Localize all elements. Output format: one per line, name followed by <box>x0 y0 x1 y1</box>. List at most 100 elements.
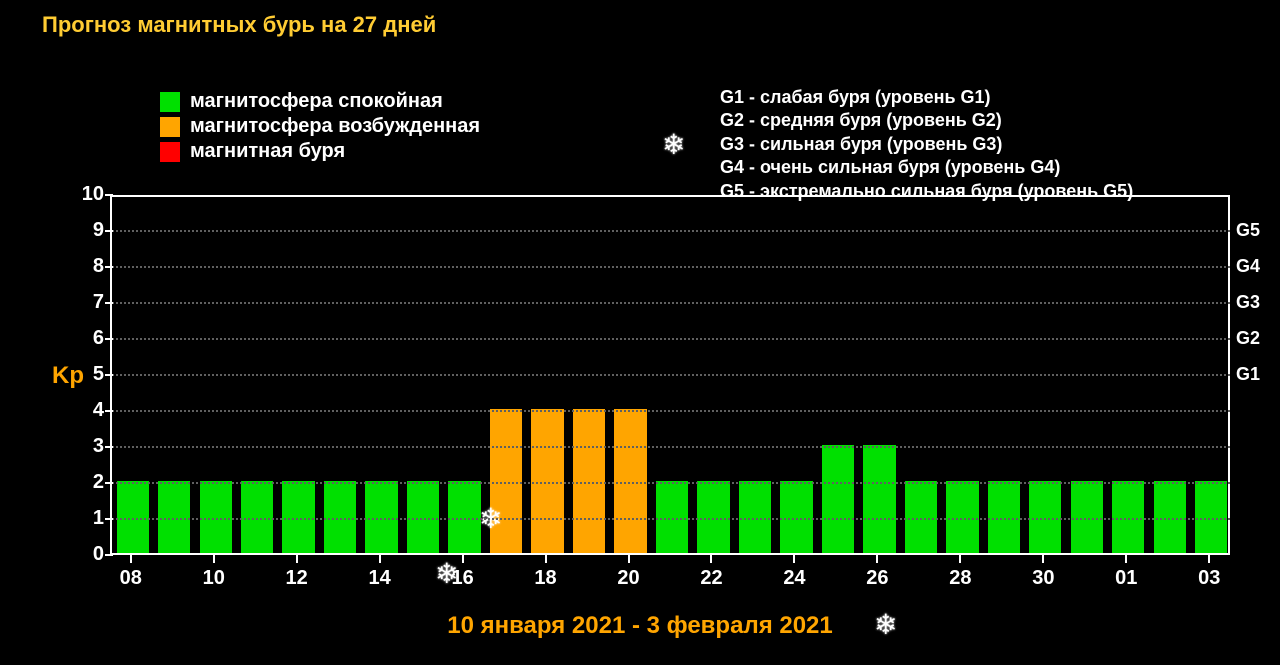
bar <box>324 481 356 553</box>
y-tick <box>105 266 113 268</box>
bar <box>614 409 646 553</box>
g-level-label: G5 <box>1236 220 1260 241</box>
g-level-label: G3 <box>1236 292 1260 313</box>
x-tick <box>379 555 381 563</box>
gridline <box>112 410 1230 412</box>
x-tick <box>296 555 298 563</box>
x-tick <box>710 555 712 563</box>
legend-item: магнитосфера возбужденная <box>160 115 480 138</box>
bar <box>1195 481 1227 553</box>
bar <box>905 481 937 553</box>
x-tick-label: 18 <box>526 567 566 590</box>
x-tick-label: 01 <box>1106 567 1146 590</box>
x-tick <box>959 555 961 563</box>
y-tick-label: 10 <box>64 183 104 206</box>
legend-right-line: G1 - слабая буря (уровень G1) <box>720 86 1133 109</box>
gridline <box>112 518 1230 520</box>
gridline <box>112 302 1230 304</box>
y-tick-label: 0 <box>64 543 104 566</box>
bar <box>1071 481 1103 553</box>
x-tick <box>130 555 132 563</box>
legend-item: магнитная буря <box>160 140 480 163</box>
x-tick <box>213 555 215 563</box>
y-tick-label: 4 <box>64 399 104 422</box>
g-level-label: G1 <box>1236 364 1260 385</box>
legend-right-line: G3 - сильная буря (уровень G3) <box>720 133 1133 156</box>
y-tick <box>105 410 113 412</box>
x-tick-label: 22 <box>691 567 731 590</box>
bar <box>780 481 812 553</box>
root: Прогноз магнитных бурь на 27 дней магнит… <box>0 0 1280 665</box>
x-tick <box>1042 555 1044 563</box>
gridline <box>112 266 1230 268</box>
y-tick-label: 3 <box>64 435 104 458</box>
bar <box>1154 481 1186 553</box>
legend-swatch <box>160 92 180 112</box>
bar <box>365 481 397 553</box>
legend-swatch <box>160 142 180 162</box>
bar <box>988 481 1020 553</box>
legend-label: магнитосфера спокойная <box>190 90 443 113</box>
x-tick <box>628 555 630 563</box>
y-tick <box>105 518 113 520</box>
x-tick <box>462 555 464 563</box>
x-tick-label: 03 <box>1189 567 1229 590</box>
x-tick <box>876 555 878 563</box>
x-tick-label: 14 <box>360 567 400 590</box>
y-tick-label: 5 <box>64 363 104 386</box>
y-tick <box>105 194 113 196</box>
bar <box>158 481 190 553</box>
y-tick-label: 1 <box>64 507 104 530</box>
y-tick-label: 2 <box>64 471 104 494</box>
bar <box>656 481 688 553</box>
y-tick <box>105 482 113 484</box>
snowflake-icon: ❄ <box>874 608 897 641</box>
bar <box>282 481 314 553</box>
x-tick-label: 16 <box>443 567 483 590</box>
g-level-label: G4 <box>1236 256 1260 277</box>
gridline <box>112 482 1230 484</box>
legend-label: магнитная буря <box>190 140 345 163</box>
legend-left: магнитосфера спокойнаямагнитосфера возбу… <box>160 90 480 165</box>
bar <box>739 481 771 553</box>
y-tick <box>105 446 113 448</box>
y-tick-label: 7 <box>64 291 104 314</box>
y-tick <box>105 302 113 304</box>
y-tick <box>105 374 113 376</box>
gridline <box>112 446 1230 448</box>
gridline <box>112 338 1230 340</box>
legend-item: магнитосфера спокойная <box>160 90 480 113</box>
legend-swatch <box>160 117 180 137</box>
y-tick-label: 8 <box>64 255 104 278</box>
gridline <box>112 230 1230 232</box>
bar <box>117 481 149 553</box>
legend-right: G1 - слабая буря (уровень G1)G2 - средня… <box>720 86 1133 203</box>
bar <box>200 481 232 553</box>
x-tick-label: 28 <box>940 567 980 590</box>
bar <box>407 481 439 553</box>
bar <box>531 409 563 553</box>
x-tick-label: 20 <box>609 567 649 590</box>
x-tick-label: 08 <box>111 567 151 590</box>
bar <box>448 481 480 553</box>
legend-label: магнитосфера возбужденная <box>190 115 480 138</box>
y-tick-label: 6 <box>64 327 104 350</box>
y-tick <box>105 554 113 556</box>
x-tick <box>545 555 547 563</box>
x-tick-label: 24 <box>774 567 814 590</box>
x-tick-label: 26 <box>857 567 897 590</box>
x-tick <box>793 555 795 563</box>
x-tick <box>1208 555 1210 563</box>
x-axis-title: 10 января 2021 - 3 февраля 2021 <box>0 612 1280 640</box>
x-tick-label: 12 <box>277 567 317 590</box>
legend-right-line: G2 - средняя буря (уровень G2) <box>720 109 1133 132</box>
bar <box>863 445 895 553</box>
x-tick-label: 30 <box>1023 567 1063 590</box>
bar <box>241 481 273 553</box>
bar <box>573 409 605 553</box>
g-level-label: G2 <box>1236 328 1260 349</box>
y-tick <box>105 338 113 340</box>
bar <box>822 445 854 553</box>
y-tick <box>105 230 113 232</box>
gridline <box>112 374 1230 376</box>
